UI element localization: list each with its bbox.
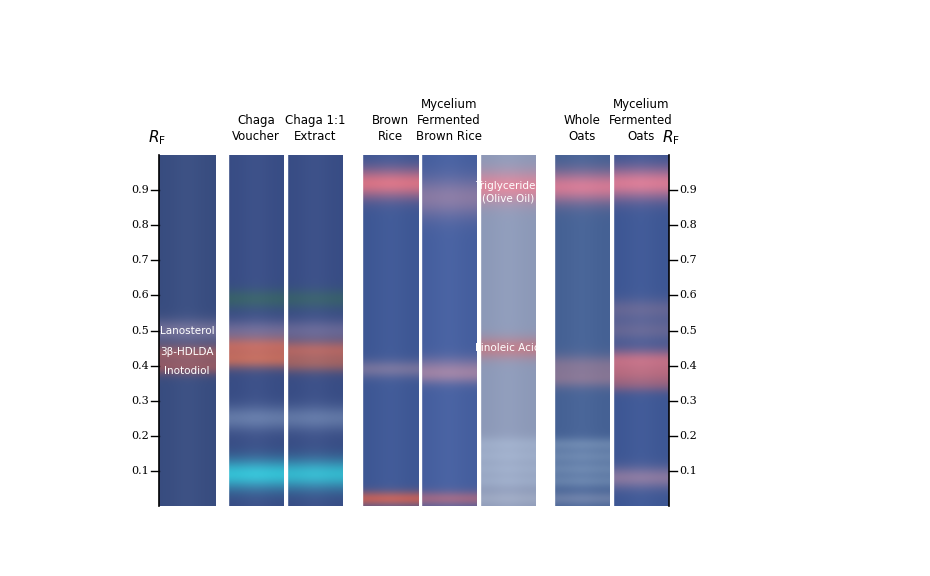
Text: Lanosterol: Lanosterol	[160, 325, 214, 335]
Text: Chaga
Voucher: Chaga Voucher	[232, 114, 280, 143]
Text: 0.2: 0.2	[131, 431, 149, 441]
Text: 0.5: 0.5	[131, 325, 149, 335]
Text: Inotodiol: Inotodiol	[165, 366, 210, 376]
Text: 0.6: 0.6	[131, 290, 149, 301]
Text: 0.3: 0.3	[679, 396, 697, 406]
Text: 0.6: 0.6	[679, 290, 697, 301]
Text: $R_\mathrm{F}$: $R_\mathrm{F}$	[662, 128, 680, 147]
Text: $R_\mathrm{F}$: $R_\mathrm{F}$	[148, 128, 166, 147]
Text: 0.2: 0.2	[679, 431, 697, 441]
Text: 0.5: 0.5	[679, 325, 697, 335]
Text: 0.7: 0.7	[679, 255, 697, 266]
Text: 0.1: 0.1	[131, 466, 149, 476]
Text: 0.7: 0.7	[131, 255, 149, 266]
Text: Whole
Oats: Whole Oats	[564, 114, 601, 143]
Text: Mycelium
Fermented
Brown Rice: Mycelium Fermented Brown Rice	[416, 98, 482, 143]
Text: Brown
Rice: Brown Rice	[371, 114, 408, 143]
Text: 0.8: 0.8	[679, 220, 697, 230]
Text: Mycelium
Fermented
Oats: Mycelium Fermented Oats	[609, 98, 673, 143]
Text: Linoleic Acid: Linoleic Acid	[475, 343, 540, 353]
Text: 0.8: 0.8	[131, 220, 149, 230]
Text: 0.9: 0.9	[131, 185, 149, 195]
Text: Chaga 1:1
Extract: Chaga 1:1 Extract	[285, 114, 345, 143]
Text: Triglycerides
(Olive Oil): Triglycerides (Olive Oil)	[475, 181, 541, 203]
Text: 3β-HDLDA: 3β-HDLDA	[160, 347, 214, 357]
Text: 0.9: 0.9	[679, 185, 697, 195]
Text: 0.3: 0.3	[131, 396, 149, 406]
Text: 0.1: 0.1	[679, 466, 697, 476]
Text: 0.4: 0.4	[679, 361, 697, 370]
Text: 0.4: 0.4	[131, 361, 149, 370]
